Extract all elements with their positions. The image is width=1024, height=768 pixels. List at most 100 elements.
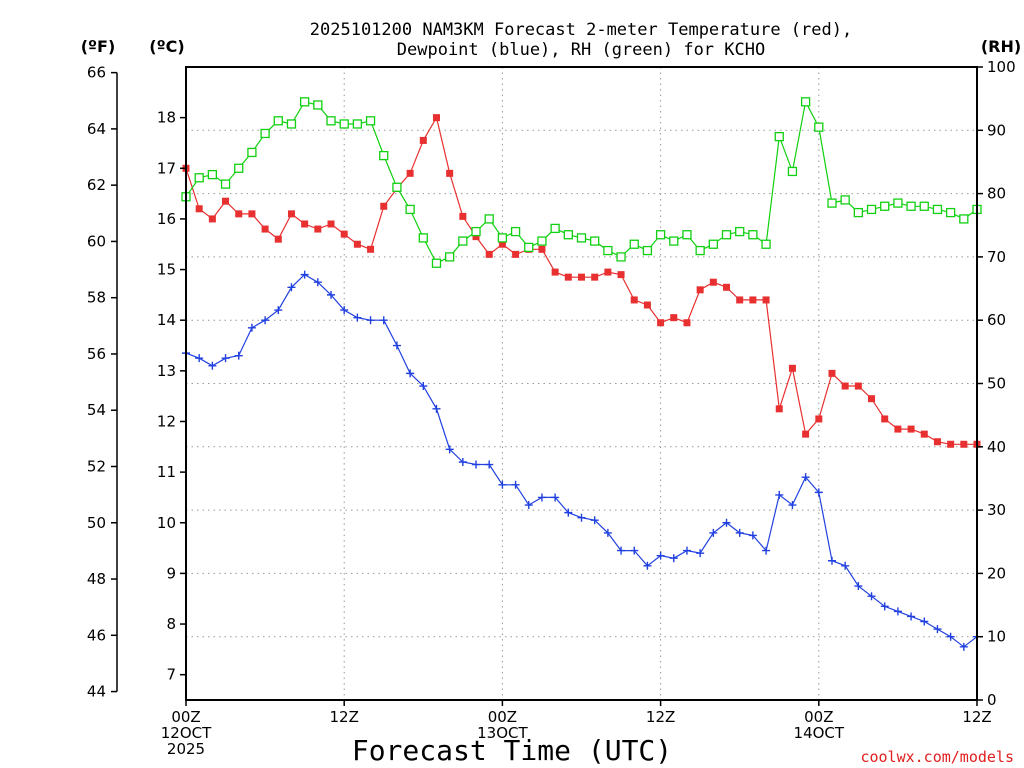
rh-point bbox=[431, 258, 442, 268]
fahrenheit-tick-label: 50 bbox=[87, 514, 106, 532]
rh-point bbox=[339, 119, 349, 129]
dewpoint-point bbox=[893, 607, 902, 616]
dewpoint-point bbox=[748, 531, 757, 540]
rh-point bbox=[445, 252, 455, 262]
rh-point bbox=[787, 166, 798, 177]
temperature-point bbox=[749, 296, 757, 304]
fahrenheit-tick-label: 62 bbox=[87, 176, 106, 194]
rh-point bbox=[247, 147, 257, 158]
dewpoint-point bbox=[419, 382, 428, 391]
temperature-point bbox=[419, 136, 427, 144]
celsius-tick-label: 11 bbox=[157, 463, 176, 481]
temperature-point bbox=[353, 240, 361, 248]
dewpoint-point bbox=[959, 642, 968, 651]
dewpoint-point bbox=[300, 270, 309, 279]
dewpoint-line bbox=[185, 273, 978, 648]
celsius-tick-label: 8 bbox=[166, 615, 176, 633]
rh-tick-label: 100 bbox=[987, 58, 1016, 76]
rh-point bbox=[299, 97, 310, 107]
temperature-point bbox=[630, 296, 638, 304]
temperature-point bbox=[670, 314, 678, 322]
temperature-point bbox=[657, 319, 665, 327]
temperature-point bbox=[512, 250, 520, 258]
rh-point bbox=[220, 179, 231, 189]
rh-point bbox=[260, 128, 270, 139]
dewpoint-point bbox=[696, 549, 705, 558]
temperature-point bbox=[841, 382, 849, 390]
dewpoint-point bbox=[801, 473, 810, 482]
dewpoint-point bbox=[498, 480, 507, 489]
rh-point bbox=[603, 245, 613, 256]
dewpoint-point bbox=[221, 354, 230, 363]
rh-point bbox=[761, 239, 771, 249]
temperature-point bbox=[406, 169, 414, 177]
temperature-point bbox=[261, 225, 269, 233]
dewpoint-point bbox=[313, 278, 322, 287]
dewpoint-point bbox=[630, 546, 639, 555]
rh-point bbox=[906, 201, 916, 211]
temperature-point bbox=[195, 205, 203, 213]
temperature-point bbox=[367, 245, 375, 253]
temperature-point bbox=[802, 430, 810, 438]
rh-point bbox=[524, 242, 534, 253]
x-tick-label: 00Z bbox=[488, 708, 517, 726]
celsius-tick-label: 16 bbox=[157, 210, 176, 228]
dewpoint-point bbox=[432, 404, 441, 413]
rh-tick-label: 90 bbox=[987, 121, 1006, 139]
rh-point bbox=[576, 233, 587, 243]
rh-tick-label: 50 bbox=[987, 375, 1006, 393]
dewpoint-point bbox=[340, 306, 349, 315]
temperature-point bbox=[248, 210, 256, 218]
credit-link[interactable]: coolwx.com/models bbox=[860, 748, 1014, 766]
rh-point bbox=[893, 198, 903, 208]
fahrenheit-tick-label: 66 bbox=[87, 64, 106, 82]
celsius-tick-label: 13 bbox=[157, 362, 176, 380]
rh-point bbox=[313, 100, 323, 110]
temperature-point bbox=[775, 405, 783, 413]
temperature-point bbox=[868, 395, 876, 403]
dewpoint-point bbox=[195, 354, 204, 363]
temperature-point bbox=[380, 202, 388, 210]
fahrenheit-axis-unit: (ºF) bbox=[81, 37, 116, 56]
dewpoint-point bbox=[880, 602, 889, 611]
dewpoint-point bbox=[472, 460, 481, 469]
fahrenheit-tick-label: 46 bbox=[87, 626, 106, 644]
x-tick-label: 00Z bbox=[804, 708, 833, 726]
celsius-tick-label: 7 bbox=[166, 666, 176, 684]
temperature-point bbox=[643, 301, 651, 309]
rh-point bbox=[616, 252, 626, 262]
temperature-point bbox=[485, 250, 493, 258]
dewpoint-point bbox=[485, 460, 494, 469]
celsius-tick-label: 12 bbox=[157, 412, 176, 430]
dewpoint-point bbox=[327, 290, 336, 299]
fahrenheit-tick-label: 44 bbox=[87, 683, 106, 701]
x-tick-label: 14OCT bbox=[794, 724, 845, 742]
rh-point bbox=[866, 204, 877, 215]
dewpoint-point bbox=[854, 582, 863, 591]
temperature-point bbox=[960, 440, 968, 448]
temperature-point bbox=[591, 273, 599, 281]
temperature-point bbox=[617, 271, 625, 279]
dewpoint-point bbox=[366, 316, 375, 325]
rh-point bbox=[207, 169, 218, 180]
rh-point bbox=[629, 239, 639, 249]
rh-tick-label: 30 bbox=[987, 501, 1006, 519]
rh-point bbox=[510, 226, 521, 237]
celsius-tick-label: 9 bbox=[166, 564, 176, 582]
temperature-line bbox=[185, 115, 977, 445]
dewpoint-point bbox=[379, 316, 388, 325]
temperature-point bbox=[815, 415, 823, 423]
celsius-axis-unit: (ºC) bbox=[149, 37, 184, 56]
rh-point bbox=[800, 97, 811, 107]
temperature-point bbox=[235, 210, 243, 218]
dewpoint-point bbox=[603, 528, 612, 537]
temperature-point bbox=[894, 425, 902, 433]
x-tick-label: 12Z bbox=[330, 708, 359, 726]
dewpoint-point bbox=[524, 501, 533, 510]
temperature-point bbox=[498, 240, 506, 248]
x-tick-label: 12OCT bbox=[161, 724, 212, 742]
chart-title-line-2: Dewpoint (blue), RH (green) for KCHO bbox=[397, 40, 765, 60]
dewpoint-point bbox=[669, 554, 678, 563]
dewpoint-point bbox=[788, 501, 797, 510]
dewpoint-point bbox=[709, 528, 718, 537]
